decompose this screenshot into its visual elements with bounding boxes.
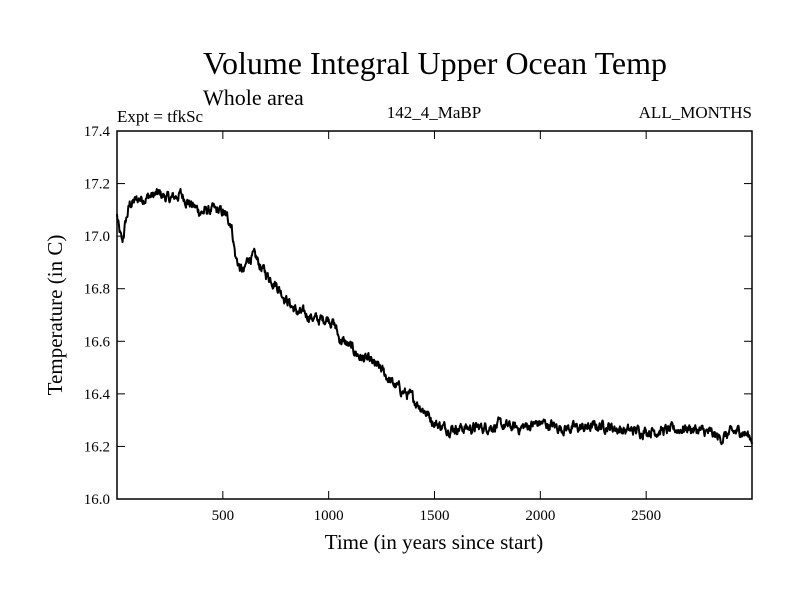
x-axis-label: Time (in years since start) (325, 530, 544, 554)
x-tick-label: 2500 (631, 508, 661, 524)
x-tick-label: 2000 (525, 508, 555, 524)
chart-title: Volume Integral Upper Ocean Temp (203, 45, 667, 81)
expt-label: Expt = tfkSc (117, 107, 204, 126)
run-label: 142_4_MaBP (387, 103, 481, 122)
chart-subtitle: Whole area (203, 85, 304, 110)
y-tick-label: 16.8 (84, 282, 110, 298)
x-tick-label: 1500 (420, 508, 450, 524)
y-tick-label: 17.2 (84, 177, 110, 193)
y-tick-label: 17.0 (84, 229, 110, 245)
y-axis-ticks: 16.0 16.2 16.4 16.6 16.8 17.0 17.2 17.4 (84, 124, 752, 508)
y-tick-label: 16.2 (84, 439, 110, 455)
x-axis-ticks: 500 1000 1500 2000 2500 (212, 131, 661, 524)
temperature-series-line (116, 188, 753, 446)
y-tick-label: 16.4 (84, 387, 111, 403)
plot-frame (116, 130, 753, 500)
y-tick-label: 16.0 (84, 492, 110, 508)
y-axis-label: Temperature (in C) (43, 235, 67, 396)
y-tick-label: 17.4 (84, 124, 111, 140)
months-label: ALL_MONTHS (639, 103, 752, 122)
y-tick-label: 16.6 (84, 334, 111, 350)
x-tick-label: 500 (212, 508, 235, 524)
x-tick-label: 1000 (314, 508, 344, 524)
